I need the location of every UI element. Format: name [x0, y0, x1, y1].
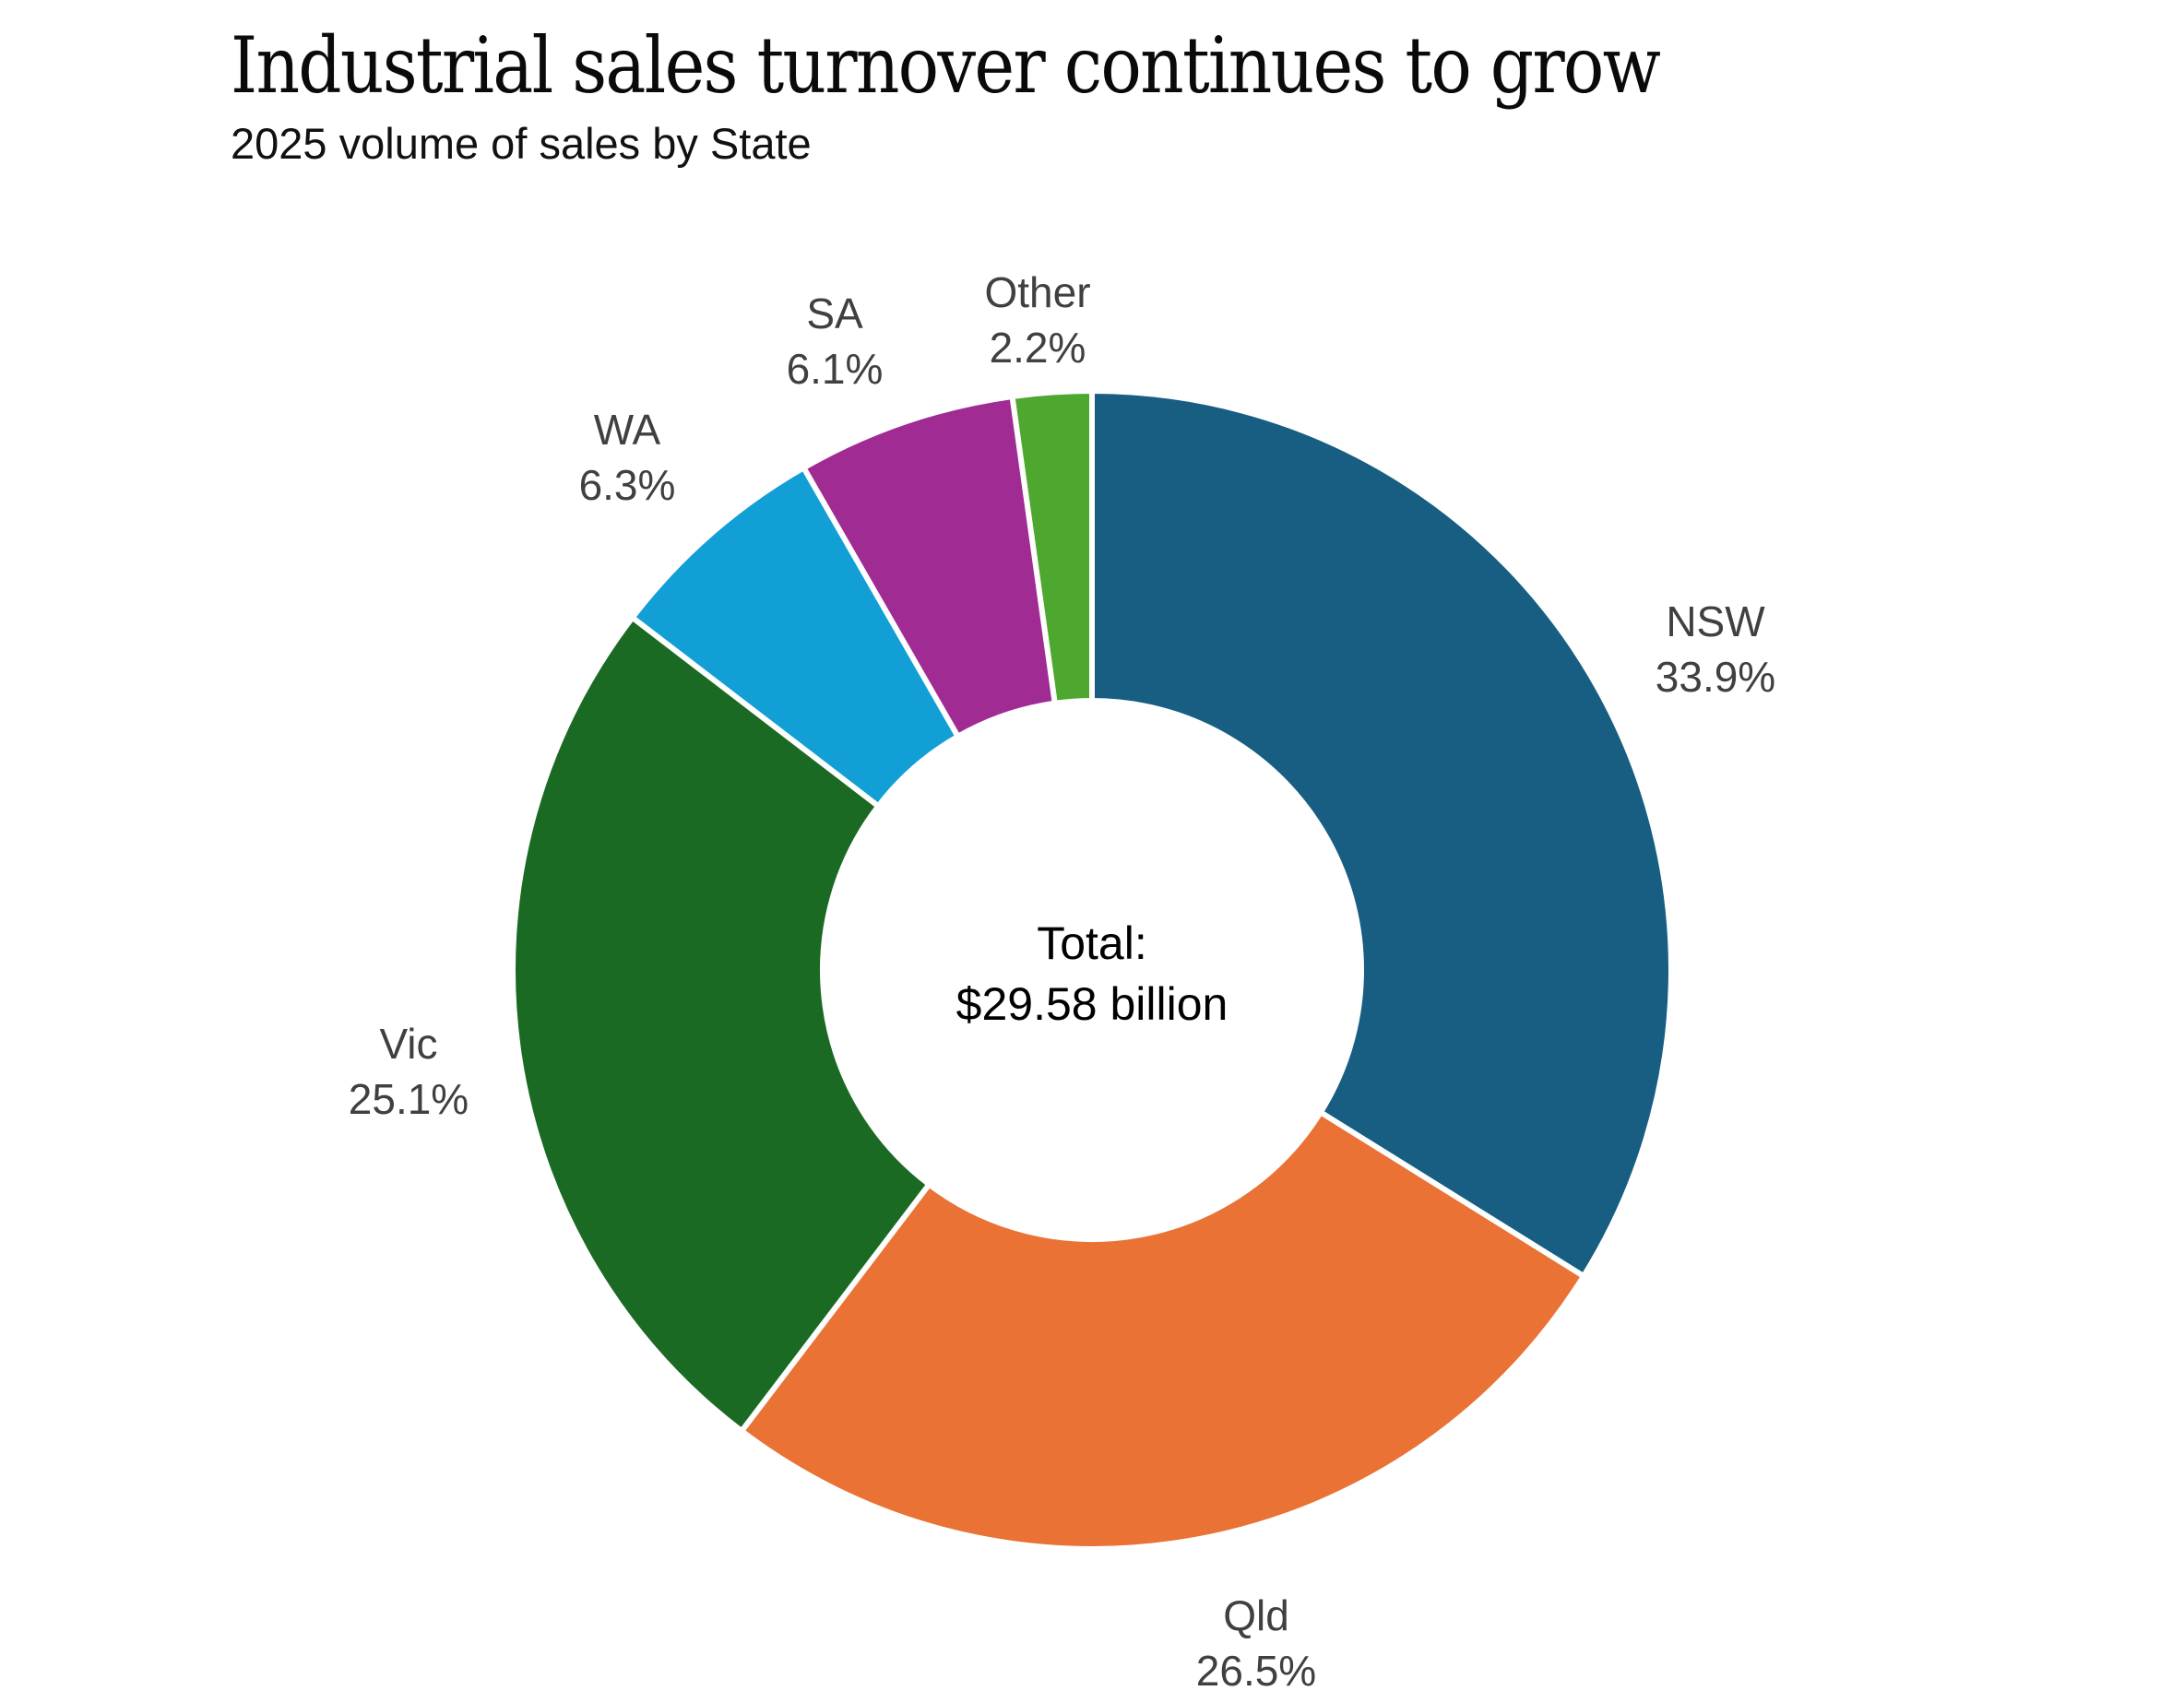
- slice-nsw: [1089, 387, 1674, 1281]
- slice-label-value-sa: 6.1%: [787, 345, 884, 393]
- donut-slices: [510, 387, 1674, 1552]
- slice-label-value-other: 2.2%: [990, 324, 1086, 372]
- slice-other: [1009, 387, 1095, 707]
- slice-labels: NSW 33.9% Qld 26.5% Vic 25.1% WA 6.3% SA 6.1% Othe…: [349, 268, 1775, 1691]
- slice-label-name-qld: Qld: [1223, 1591, 1289, 1639]
- slice-label-name-wa: WA: [594, 406, 661, 454]
- slice-label-value-qld: 26.5%: [1196, 1647, 1316, 1691]
- chart-title: Industrial sales turnover continues to g…: [231, 20, 1661, 111]
- slice-label-name-nsw: NSW: [1666, 597, 1765, 645]
- center-label: Total: $29.58 billion: [956, 917, 1228, 1030]
- chart-subtitle: 2025 volume of sales by State: [231, 119, 812, 168]
- center-label-line-2: $29.58 billion: [956, 978, 1228, 1030]
- center-label-line-1: Total:: [1037, 917, 1147, 969]
- slice-label-name-vic: Vic: [379, 1020, 437, 1068]
- slice-label-name-sa: SA: [806, 290, 863, 337]
- slice-label-name-other: Other: [984, 268, 1090, 316]
- slice-label-value-nsw: 33.9%: [1656, 653, 1775, 701]
- slice-label-value-wa: 6.3%: [579, 461, 676, 509]
- slice-vic: [510, 613, 933, 1436]
- slice-qld: [737, 1108, 1588, 1552]
- slice-label-value-vic: 25.1%: [349, 1075, 469, 1123]
